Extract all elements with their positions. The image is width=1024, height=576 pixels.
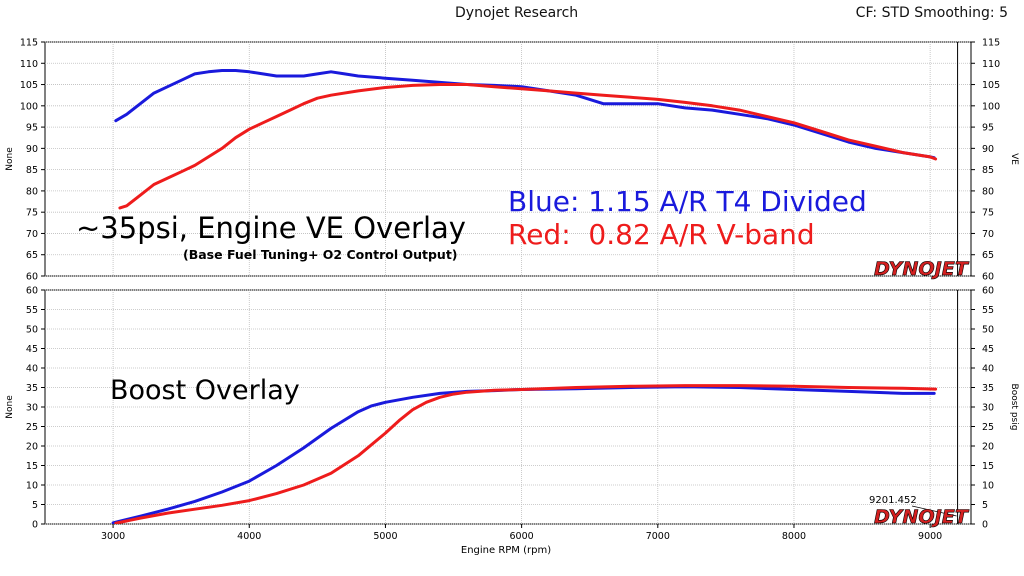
top-ytick-label-right: 65 [982,250,994,261]
xtick-label: 8000 [782,531,806,542]
top-ytick-label-right: 85 [982,165,994,176]
boost-ytick-label-left: 20 [26,442,38,453]
dynojet-logo-top: DYNOJET [874,258,970,280]
boost-ytick-label-left: 10 [26,481,38,492]
x-axis-label: Engine RPM (rpm) [461,545,551,556]
boost-ytick-label-right: 45 [982,344,994,355]
boost-ytick-label-right: 0 [982,520,988,531]
boost-y-axis-label-right: Boost psig [1009,384,1019,431]
top-ytick-label-left: 70 [26,229,38,240]
top-ytick-label-right: 60 [982,272,994,283]
legend-blue-text: Blue: 1.15 A/R T4 Divided [508,185,867,218]
top-series-red [118,83,938,210]
xtick-label: 7000 [646,531,670,542]
top-ytick-label-right: 70 [982,229,994,240]
top-ytick-label-left: 65 [26,250,38,261]
top-plot-frame [44,41,972,277]
top-ytick-label-right: 80 [982,186,994,197]
boost-y-axis-label-left: None [5,395,15,419]
boost-ytick-label-right: 10 [982,481,994,492]
boost-ytick-label-right: 55 [982,305,994,316]
boost-ytick-label-left: 15 [26,461,38,472]
top-ytick-label-left: 115 [20,38,38,49]
boost-ytick-label-left: 60 [26,286,38,297]
boost-ytick-label-left: 35 [26,383,38,394]
legend-red-text: Red: 0.82 A/R V-band [508,218,815,251]
boost-ytick-label-right: 15 [982,461,994,472]
xtick-label: 5000 [373,531,397,542]
top-ytick-label-right: 110 [982,59,1000,70]
boost-ytick-label-right: 5 [982,500,988,511]
xtick-label: 9000 [918,531,942,542]
top-ytick-label-right: 115 [982,38,1000,49]
ve-overlay-title: ~35psi, Engine VE Overlay [76,211,466,245]
xtick-label: 3000 [101,531,125,542]
top-ytick-label-right: 75 [982,208,994,219]
boost-ytick-label-right: 60 [982,286,994,297]
top-ytick-label-left: 75 [26,208,38,219]
boost-ytick-label-right: 50 [982,325,994,336]
top-ytick-label-left: 95 [26,123,38,134]
top-ytick-label-left: 100 [20,101,38,112]
top-ytick-label-left: 110 [20,59,38,70]
top-ytick-label-right: 90 [982,144,994,155]
cursor-rpm-readout: 9201.452 [869,495,917,506]
boost-ytick-label-left: 55 [26,305,38,316]
top-ytick-label-left: 80 [26,186,38,197]
boost-ytick-label-left: 25 [26,422,38,433]
boost-ytick-label-left: 40 [26,364,38,375]
correction-smoothing-info: CF: STD Smoothing: 5 [855,5,1008,21]
boost-overlay-title: Boost Overlay [110,375,300,406]
ve-overlay-subtitle: (Base Fuel Tuning+ O2 Control Output) [183,247,458,262]
top-y-axis-label-left: None [5,147,15,171]
boost-ytick-label-left: 30 [26,403,38,414]
boost-ytick-label-right: 40 [982,364,994,375]
boost-ytick-label-right: 25 [982,422,994,433]
top-ytick-label-left: 85 [26,165,38,176]
boost-ytick-label-right: 35 [982,383,994,394]
boost-ytick-label-right: 20 [982,442,994,453]
top-y-axis-label-right: VE [1009,153,1019,165]
cursor-readout-leader [911,505,957,517]
boost-ytick-label-left: 50 [26,325,38,336]
top-ytick-label-right: 100 [982,101,1000,112]
top-series-blue [114,69,936,160]
boost-series-blue [111,385,936,524]
boost-ytick-label-right: 30 [982,403,994,414]
boost-ytick-label-left: 45 [26,344,38,355]
top-ytick-label-right: 105 [982,80,1000,91]
boost-ytick-label-left: 5 [32,500,38,511]
xtick-label: 4000 [237,531,261,542]
report-title: Dynojet Research [455,5,579,21]
boost-series-red [114,384,938,524]
top-ytick-label-right: 95 [982,123,994,134]
top-ytick-label-left: 60 [26,272,38,283]
top-ytick-label-left: 90 [26,144,38,155]
xtick-label: 6000 [510,531,534,542]
dynojet-logo-bottom: DYNOJET [874,506,970,528]
boost-ytick-label-left: 0 [32,520,38,531]
top-ytick-label-left: 105 [20,80,38,91]
